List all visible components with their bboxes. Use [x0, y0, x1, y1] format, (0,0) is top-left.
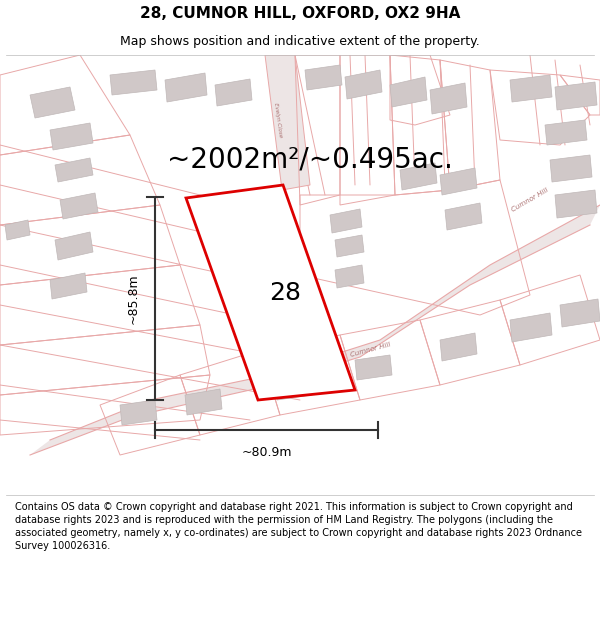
Polygon shape — [60, 193, 98, 219]
Polygon shape — [440, 168, 477, 195]
Text: Evelyn Close: Evelyn Close — [273, 102, 283, 138]
Polygon shape — [335, 265, 364, 288]
Polygon shape — [5, 220, 30, 240]
Polygon shape — [335, 235, 364, 257]
Polygon shape — [165, 73, 207, 102]
Polygon shape — [265, 55, 310, 190]
Polygon shape — [345, 70, 382, 99]
Polygon shape — [440, 333, 477, 361]
Polygon shape — [555, 82, 597, 110]
Polygon shape — [545, 120, 587, 145]
Polygon shape — [30, 205, 600, 455]
Text: 28: 28 — [269, 281, 302, 305]
Text: ~80.9m: ~80.9m — [241, 446, 292, 459]
Polygon shape — [120, 400, 157, 425]
Polygon shape — [400, 163, 437, 190]
Polygon shape — [275, 375, 312, 400]
Text: Cumnor Hill: Cumnor Hill — [349, 342, 391, 358]
Text: ~85.8m: ~85.8m — [127, 273, 139, 324]
Polygon shape — [215, 79, 252, 106]
Polygon shape — [555, 190, 597, 218]
Polygon shape — [186, 185, 355, 400]
Polygon shape — [50, 123, 93, 150]
Text: Contains OS data © Crown copyright and database right 2021. This information is : Contains OS data © Crown copyright and d… — [15, 501, 582, 551]
Polygon shape — [330, 209, 362, 233]
Polygon shape — [550, 155, 592, 182]
Polygon shape — [355, 355, 392, 380]
Polygon shape — [50, 273, 87, 299]
Polygon shape — [30, 87, 75, 118]
Polygon shape — [560, 299, 600, 327]
Polygon shape — [55, 158, 93, 182]
Polygon shape — [510, 313, 552, 342]
Polygon shape — [390, 77, 427, 107]
Polygon shape — [305, 65, 342, 90]
Text: Map shows position and indicative extent of the property.: Map shows position and indicative extent… — [120, 35, 480, 48]
Polygon shape — [430, 83, 467, 114]
Text: ~2002m²/~0.495ac.: ~2002m²/~0.495ac. — [167, 146, 453, 174]
Polygon shape — [185, 389, 222, 415]
Polygon shape — [445, 203, 482, 230]
Polygon shape — [110, 70, 157, 95]
Polygon shape — [510, 75, 552, 102]
Text: 28, CUMNOR HILL, OXFORD, OX2 9HA: 28, CUMNOR HILL, OXFORD, OX2 9HA — [140, 6, 460, 21]
Polygon shape — [55, 232, 93, 260]
Text: Cumnor Hill: Cumnor Hill — [511, 187, 550, 213]
